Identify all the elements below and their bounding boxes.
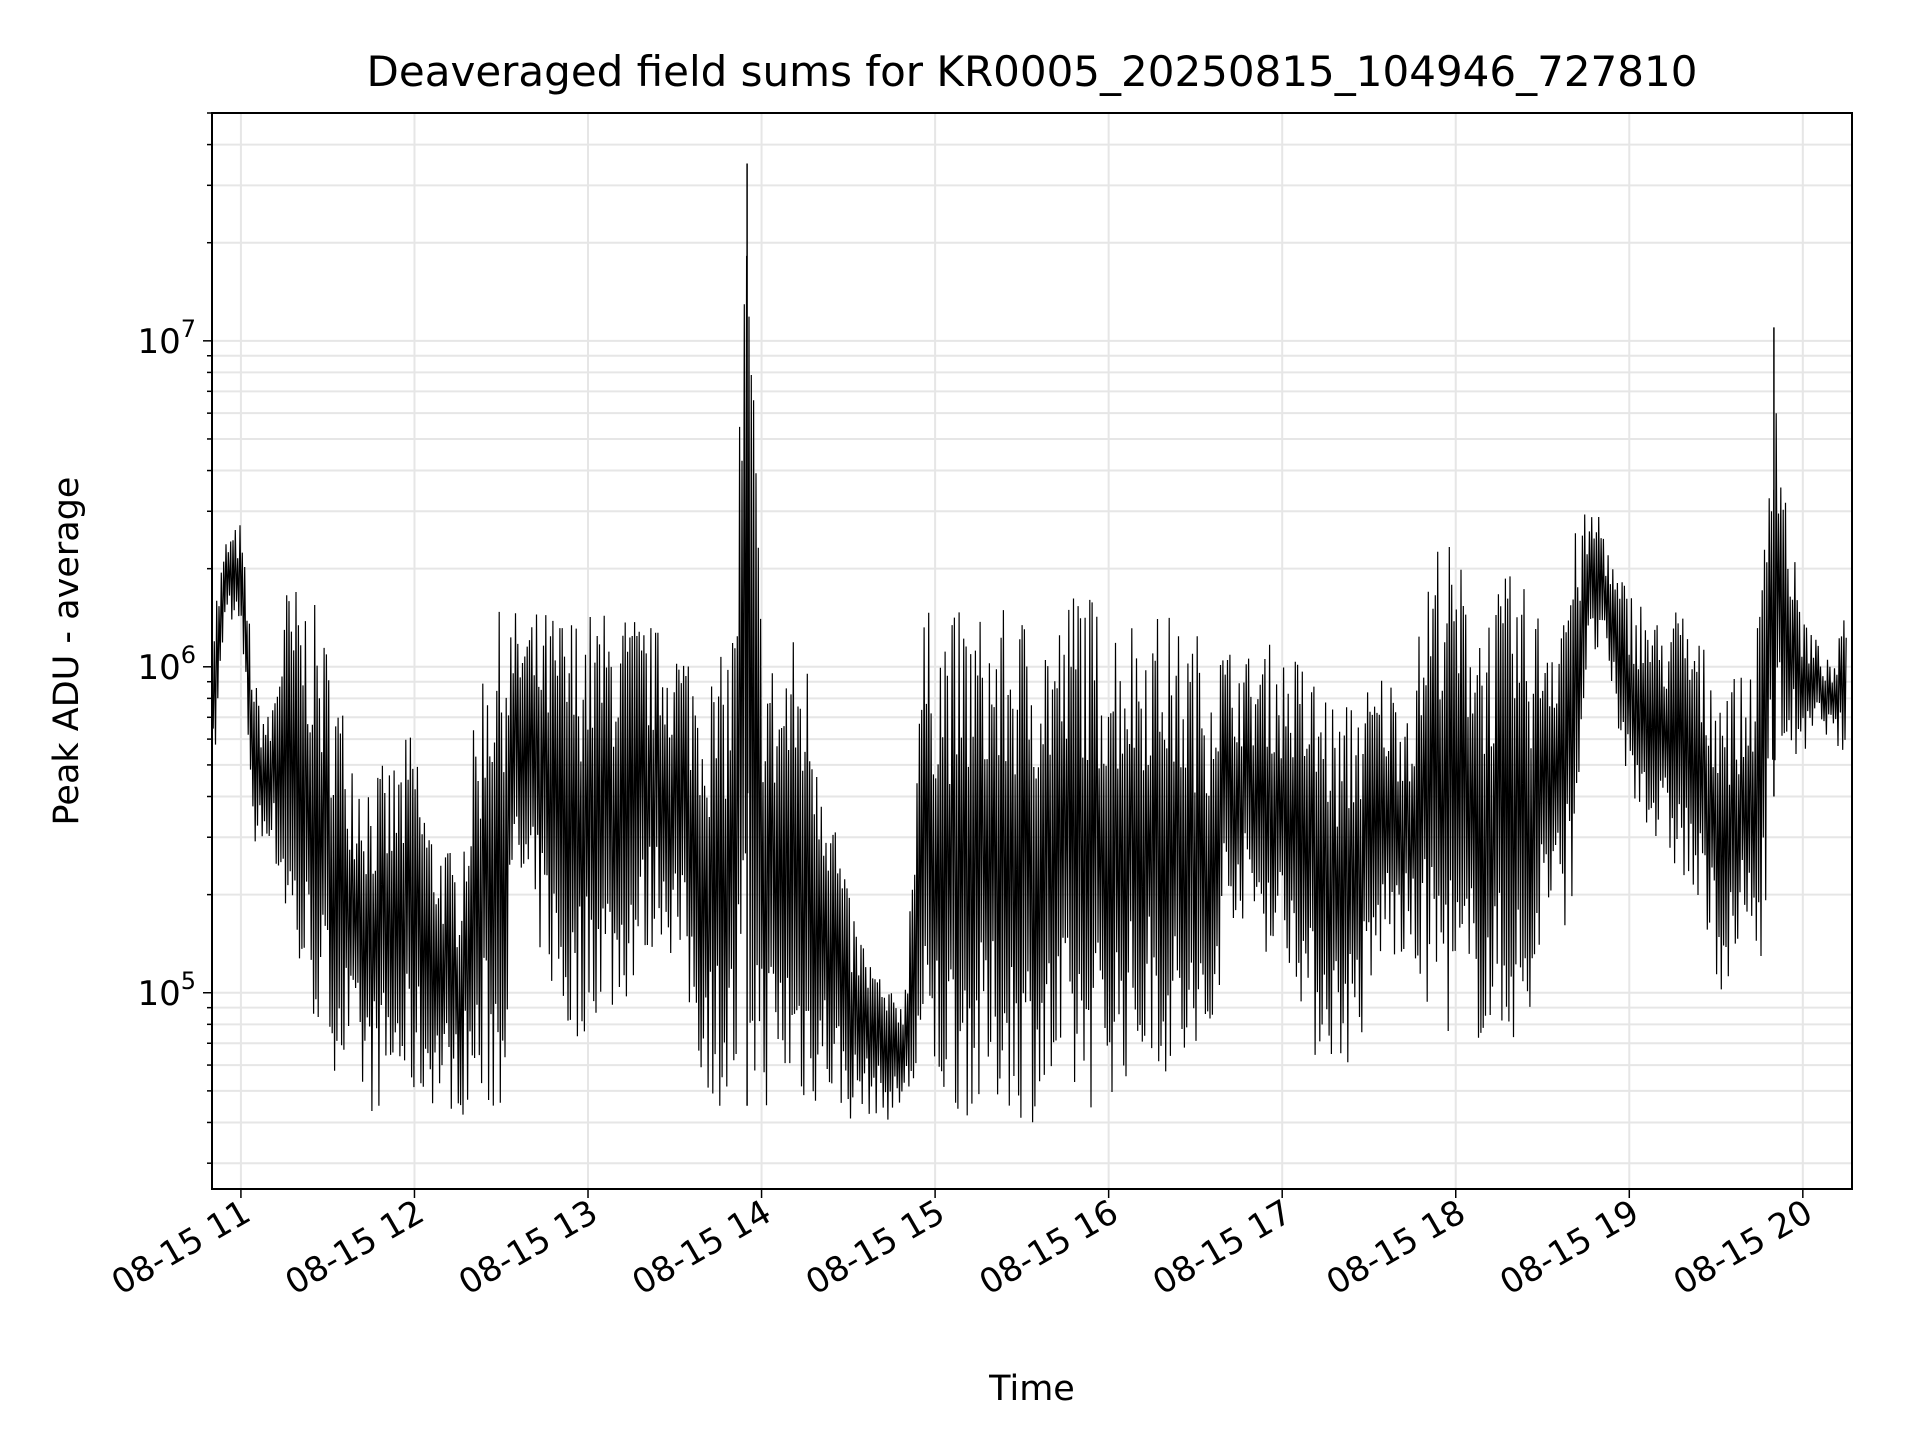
y-tick-label: 106 bbox=[137, 641, 196, 688]
x-tick-label: 08-15 11 bbox=[105, 1192, 257, 1303]
x-tick-label: 08-15 20 bbox=[1667, 1192, 1819, 1303]
x-tick-label: 08-15 15 bbox=[799, 1192, 951, 1303]
x-tick-label: 08-15 17 bbox=[1146, 1192, 1298, 1303]
chart-title: Deaveraged field sums for KR0005_2025081… bbox=[367, 47, 1698, 96]
y-axis-label: Peak ADU - average bbox=[47, 477, 87, 826]
x-tick-label: 08-15 16 bbox=[973, 1192, 1125, 1303]
x-tick-label: 08-15 19 bbox=[1493, 1192, 1645, 1303]
plot-frame bbox=[211, 112, 1853, 1190]
x-tick-label: 08-15 14 bbox=[626, 1192, 778, 1303]
x-axis-label: Time bbox=[988, 1369, 1075, 1409]
x-tick-label: 08-15 13 bbox=[452, 1192, 604, 1303]
series-line bbox=[211, 163, 1847, 1123]
y-tick-label: 107 bbox=[137, 315, 196, 362]
y-tick-label: 105 bbox=[137, 967, 196, 1014]
data-line bbox=[211, 255, 1847, 1123]
x-tick-label: 08-15 18 bbox=[1320, 1192, 1472, 1303]
x-tick-label: 08-15 12 bbox=[279, 1192, 431, 1303]
